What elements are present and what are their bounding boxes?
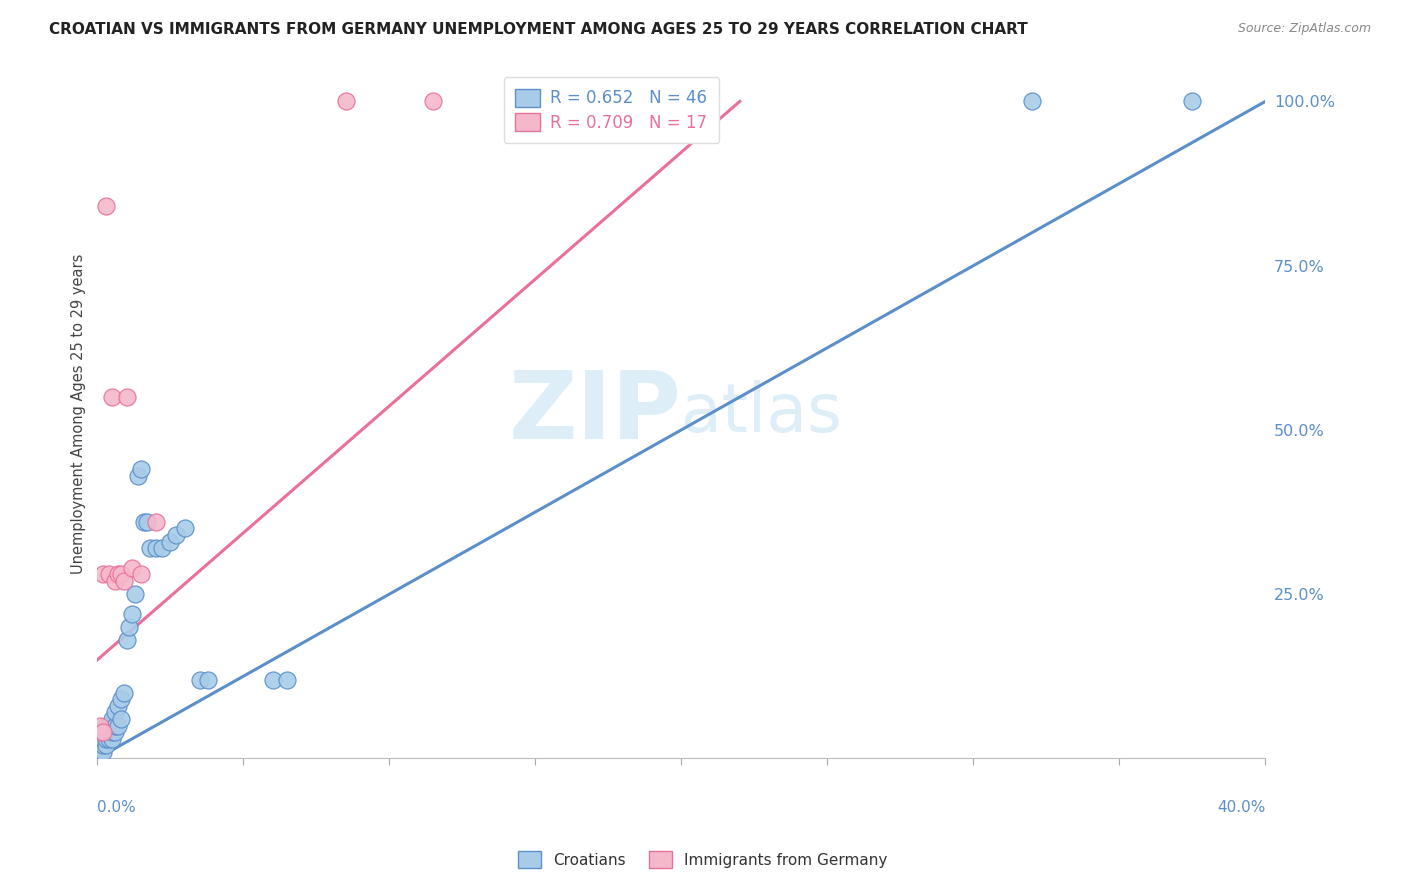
Point (121, 561, 143, 575)
Point (145, 541, 167, 555)
Text: 0.0%: 0.0% (97, 800, 136, 814)
Point (89, 725, 111, 739)
Point (104, 725, 127, 739)
Point (107, 718, 129, 732)
Point (98, 567, 121, 582)
Point (121, 607, 143, 621)
Point (94, 725, 117, 739)
Point (89, 731, 111, 746)
Point (335, 95, 357, 109)
Legend: R = 0.652   N = 46, R = 0.709   N = 17: R = 0.652 N = 46, R = 0.709 N = 17 (503, 77, 718, 144)
Point (107, 698, 129, 713)
Point (89, 738, 111, 752)
Point (129, 462, 152, 476)
Point (94, 731, 117, 746)
Point (115, 633, 138, 648)
Point (139, 541, 162, 555)
Point (91, 725, 114, 739)
Point (104, 574, 127, 588)
Point (94, 718, 117, 732)
Point (101, 390, 124, 404)
Point (132, 515, 155, 529)
Point (101, 731, 124, 746)
Point (124, 587, 146, 601)
Point (98, 731, 121, 746)
Point (1021, 95, 1043, 109)
Point (110, 692, 132, 706)
Point (112, 574, 135, 588)
Point (129, 567, 152, 582)
Point (89, 745, 111, 759)
Point (107, 567, 129, 582)
Point (118, 620, 141, 634)
Point (150, 541, 173, 555)
Text: ZIP: ZIP (509, 368, 682, 459)
Point (188, 673, 211, 687)
Point (98, 718, 121, 732)
Point (159, 534, 181, 549)
Point (91, 725, 114, 739)
Point (89, 718, 111, 732)
Point (89, 725, 111, 739)
Point (101, 725, 124, 739)
Point (98, 725, 121, 739)
Point (115, 390, 138, 404)
Point (145, 515, 167, 529)
Point (94, 738, 117, 752)
Point (422, 95, 444, 109)
Point (110, 712, 132, 726)
Text: Source: ZipAtlas.com: Source: ZipAtlas.com (1237, 22, 1371, 36)
Point (104, 706, 127, 720)
Text: CROATIAN VS IMMIGRANTS FROM GERMANY UNEMPLOYMENT AMONG AGES 25 TO 29 YEARS CORRE: CROATIAN VS IMMIGRANTS FROM GERMANY UNEM… (49, 22, 1028, 37)
Point (112, 686, 135, 700)
Point (101, 712, 124, 726)
Point (276, 673, 298, 687)
Point (136, 515, 159, 529)
Legend: Croatians, Immigrants from Germany: Croatians, Immigrants from Germany (510, 844, 896, 875)
Point (91, 731, 114, 746)
Point (94, 199, 117, 213)
Point (91, 567, 114, 582)
Point (127, 468, 149, 483)
Point (197, 673, 219, 687)
Point (104, 718, 127, 732)
Point (262, 673, 284, 687)
Text: 40.0%: 40.0% (1218, 800, 1265, 814)
Y-axis label: Unemployment Among Ages 25 to 29 years: Unemployment Among Ages 25 to 29 years (72, 253, 86, 574)
Point (110, 567, 132, 582)
Point (1181, 95, 1204, 109)
Point (174, 521, 197, 535)
Point (91, 745, 114, 759)
Text: atlas: atlas (682, 380, 842, 446)
Point (91, 738, 114, 752)
Point (165, 528, 187, 542)
